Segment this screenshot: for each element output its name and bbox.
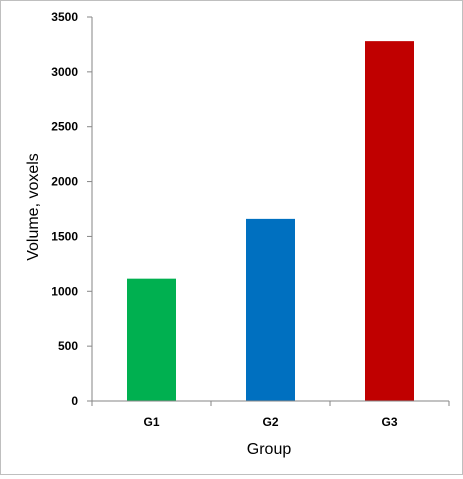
x-tick-label: G2 — [262, 415, 278, 429]
y-tick-label: 500 — [58, 339, 78, 353]
bar-g3 — [365, 41, 414, 401]
y-tick-label: 2500 — [51, 120, 78, 134]
x-axis-ticks: G1 G2 G3 — [91, 401, 450, 429]
y-tick-label: 2000 — [51, 175, 78, 189]
y-tick-label: 1000 — [51, 284, 78, 298]
x-axis-title: Group — [247, 441, 292, 458]
y-tick-label: 1500 — [51, 229, 78, 243]
y-tick-label: 3000 — [51, 65, 78, 79]
bar-g2 — [246, 218, 295, 401]
bars — [127, 41, 414, 401]
bar-g1 — [127, 278, 176, 401]
y-tick-label: 0 — [71, 394, 78, 408]
x-tick-label: G1 — [143, 415, 159, 429]
y-axis-ticks: 0 500 1000 1500 2000 2500 3000 3500 — [51, 10, 92, 408]
y-axis-title: Volume, voxels — [25, 153, 42, 261]
x-tick-label: G3 — [381, 415, 397, 429]
y-tick-label: 3500 — [51, 10, 78, 24]
